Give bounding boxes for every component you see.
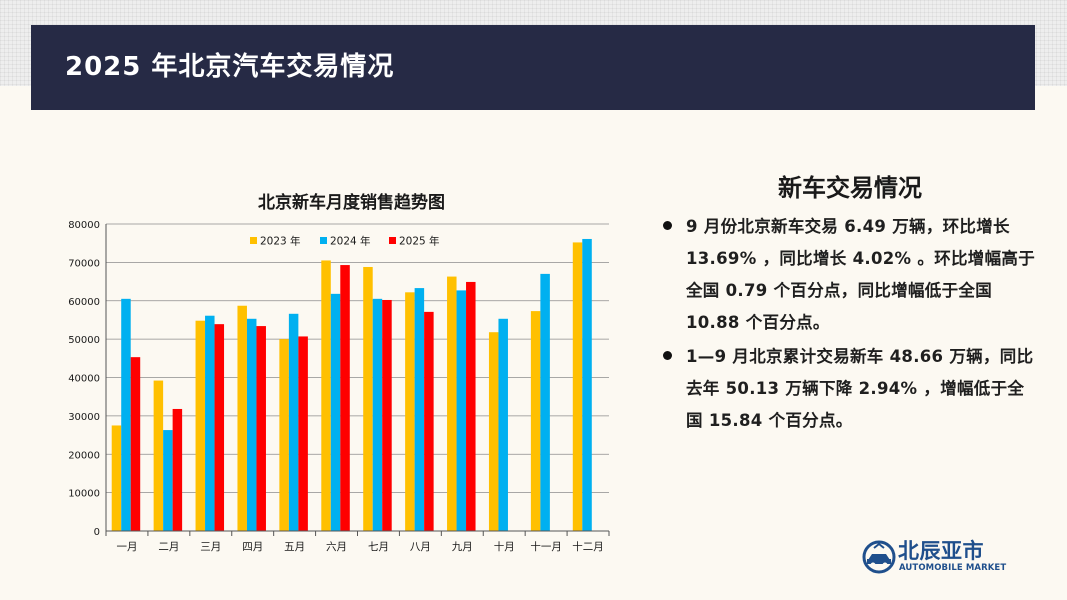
- x-tick-label: 十二月: [572, 540, 604, 553]
- bar-2023年: [447, 276, 457, 531]
- bar-2025年: [130, 357, 141, 531]
- bar-2024年: [288, 313, 299, 531]
- x-tick-label: 七月: [368, 541, 389, 553]
- bar-2024年: [121, 298, 131, 531]
- bullet-dot-icon: [663, 221, 672, 230]
- x-tick-label: 九月: [452, 541, 473, 553]
- bullet-list: 9 月份北京新车交易 6.49 万辆，环比增长 13.69% ，同比增长 4.0…: [660, 211, 1040, 437]
- car-globe-logo-icon: [862, 540, 896, 574]
- bar-2025年: [382, 299, 392, 531]
- bar-2023年: [279, 339, 289, 531]
- x-tick-label: 五月: [284, 541, 305, 553]
- chart-title: 北京新车月度销售趋势图: [258, 192, 445, 213]
- bar-2024年: [582, 238, 592, 531]
- bar-2023年: [153, 380, 164, 531]
- legend-swatch: [389, 237, 396, 244]
- bar-2025年: [298, 336, 308, 531]
- bar-2025年: [340, 265, 350, 531]
- bar-2023年: [488, 332, 499, 531]
- bar-2023年: [530, 311, 541, 531]
- legend-label: 2024 年: [330, 235, 371, 248]
- sales-trend-chart: 北京新车月度销售趋势图 0 10000 20000 30000 40000 50000 600…: [58, 180, 618, 560]
- bullet-dot-icon: [663, 351, 672, 360]
- x-tick-label: 八月: [410, 541, 431, 553]
- legend-label: 2023 年: [260, 235, 301, 248]
- x-tick-label: 十一月: [530, 540, 562, 553]
- bullet-item: 1—9 月北京累计交易新车 48.66 万辆，同比去年 50.13 万辆下降 2…: [660, 341, 1040, 437]
- logo-name-en: AUTOMOBILE MARKET: [899, 563, 1007, 573]
- bar-2023年: [111, 425, 122, 531]
- bar-2024年: [246, 318, 257, 531]
- x-tick-label: 四月: [242, 541, 263, 553]
- bar-2023年: [405, 292, 415, 531]
- bar-2023年: [572, 242, 583, 532]
- bar-2025年: [424, 311, 434, 531]
- bar-2024年: [498, 318, 508, 531]
- bar-2024年: [163, 430, 173, 531]
- page-title: 2025 年北京汽车交易情况: [65, 52, 395, 82]
- y-tick-label: 30000: [68, 412, 100, 423]
- y-tick-label: 80000: [68, 220, 100, 231]
- legend-swatch: [250, 237, 257, 244]
- logo-name-cn: 北辰亚市: [898, 539, 984, 563]
- panel-heading: 新车交易情况: [778, 174, 922, 202]
- y-tick-label: 60000: [68, 297, 100, 308]
- bar-2023年: [321, 260, 331, 531]
- bullet-item: 9 月份北京新车交易 6.49 万辆，环比增长 13.69% ，同比增长 4.0…: [660, 211, 1040, 339]
- legend-label: 2025 年: [399, 235, 440, 248]
- bar-2024年: [540, 273, 550, 531]
- company-logo: 北辰亚市 AUTOMOBILE MARKET: [862, 538, 1012, 578]
- bar-2025年: [256, 326, 266, 531]
- chart-svg: 北京新车月度销售趋势图 0 10000 20000 30000 40000 50000 600…: [68, 192, 610, 553]
- bar-2024年: [330, 293, 341, 531]
- bar-2023年: [363, 266, 373, 531]
- x-tick-label: 一月: [116, 541, 137, 553]
- bar-2025年: [172, 408, 183, 531]
- y-tick-label: 10000: [68, 489, 100, 500]
- y-tick-label: 70000: [68, 258, 100, 269]
- x-tick-label: 二月: [158, 541, 179, 553]
- info-panel: 新车交易情况 9 月份北京新车交易 6.49 万辆，环比增长 13.69% ，同…: [660, 168, 1040, 439]
- y-tick-label: 40000: [68, 374, 100, 385]
- y-tick-label: 0: [94, 527, 100, 538]
- y-tick-label: 20000: [68, 450, 100, 461]
- bar-2024年: [372, 298, 383, 531]
- bar-2025年: [466, 281, 476, 531]
- bar-2024年: [205, 315, 215, 531]
- bar-2024年: [414, 288, 425, 531]
- legend-swatch: [320, 237, 327, 244]
- x-tick-label: 十月: [494, 540, 515, 553]
- bar-2023年: [237, 305, 247, 531]
- bullet-text: 1—9 月北京累计交易新车 48.66 万辆，同比去年 50.13 万辆下降 2…: [686, 347, 1034, 430]
- x-tick-label: 三月: [200, 541, 221, 553]
- title-bar: 2025 年北京汽车交易情况: [31, 25, 1035, 110]
- bar-2025年: [214, 324, 225, 531]
- bullet-text: 9 月份北京新车交易 6.49 万辆，环比增长 13.69% ，同比增长 4.0…: [686, 217, 1035, 332]
- y-tick-label: 50000: [68, 335, 100, 346]
- bar-2023年: [195, 320, 206, 531]
- x-tick-label: 六月: [326, 541, 347, 553]
- bar-2024年: [456, 290, 467, 531]
